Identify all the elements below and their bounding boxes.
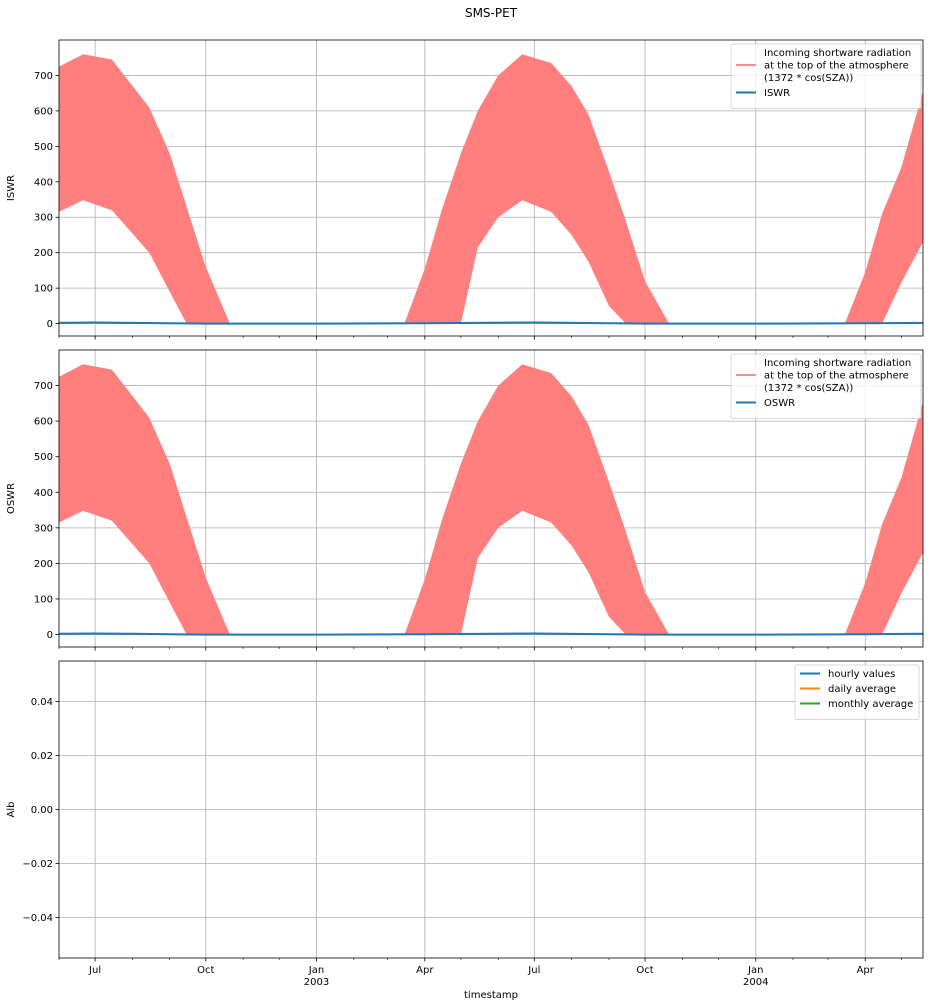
y-tick-label: 400 xyxy=(34,488,53,499)
y-axis-label: ISWR xyxy=(6,175,17,201)
x-axis-title: timestamp xyxy=(464,990,518,1001)
x-tick-label: Apr xyxy=(416,965,434,976)
x-tick-label: Jul xyxy=(88,965,101,976)
y-tick-label: 100 xyxy=(34,594,53,605)
legend-label: daily average xyxy=(828,684,896,695)
figure-title: SMS-PET xyxy=(465,6,518,20)
y-tick-label: 0.02 xyxy=(31,751,53,762)
y-tick-label: 300 xyxy=(34,523,53,534)
y-tick-label: 200 xyxy=(34,559,53,570)
toa-radiation-band xyxy=(59,364,923,635)
y-tick-label: 300 xyxy=(34,213,53,224)
y-tick-label: 0 xyxy=(47,630,53,641)
x-tick-label: Jul xyxy=(527,965,540,976)
legend-label: Incoming shortware radiation at the top o… xyxy=(764,48,911,84)
x-tick-label: Apr xyxy=(857,965,875,976)
panels: 0 100 200 300 400 500 600 700 ISWR Incoming short… xyxy=(6,39,924,988)
x-tick-year-label: 2003 xyxy=(304,977,329,988)
y-tick-label: 600 xyxy=(34,417,53,428)
y-tick-label: 700 xyxy=(34,381,53,392)
x-tick-label: Jan xyxy=(747,965,763,976)
legend-box xyxy=(730,43,922,109)
x-tick-label: Oct xyxy=(636,965,653,976)
y-tick-label: 700 xyxy=(34,71,53,82)
y-tick-label: 0.00 xyxy=(31,805,53,816)
y-tick-label: 100 xyxy=(34,284,53,295)
toa-radiation-band xyxy=(59,54,923,324)
legend-label: monthly average xyxy=(828,699,913,710)
legend: Incoming shortware radiation at the top o… xyxy=(730,43,922,109)
x-tick-year-label: 2004 xyxy=(743,977,768,988)
legend-label: Incoming shortware radiation at the top o… xyxy=(764,358,911,394)
legend-label: hourly values xyxy=(828,669,895,680)
panel-1: 0 100 200 300 400 500 600 700 ISWR Incoming short… xyxy=(6,39,924,340)
x-tick-label: Oct xyxy=(197,965,214,976)
y-tick-label: 0.04 xyxy=(31,697,53,708)
series-line-iswr xyxy=(59,321,923,325)
y-axis-label: OSWR xyxy=(6,483,17,514)
axes-frame xyxy=(58,349,924,648)
y-tick-label: 600 xyxy=(34,106,53,117)
series-line-oswr xyxy=(59,632,923,636)
legend-box xyxy=(794,664,920,720)
panel-2: 0 100 200 300 400 500 600 700 OSWR Incoming short… xyxy=(6,349,924,651)
y-tick-label: −0.02 xyxy=(22,859,53,870)
legend-label: ISWR xyxy=(764,88,790,99)
x-tick-label: Jan xyxy=(308,965,324,976)
y-tick-label: 500 xyxy=(34,142,53,153)
y-axis-label: Alb xyxy=(6,802,17,818)
gridlines xyxy=(59,661,923,958)
y-tick-label: 400 xyxy=(34,177,53,188)
legend: Incoming shortware radiation at the top o… xyxy=(730,353,922,419)
y-tick-label: 0 xyxy=(47,319,53,330)
y-tick-label: 500 xyxy=(34,452,53,463)
axes-frame xyxy=(58,39,924,337)
legend: hourly values daily average monthly averag… xyxy=(794,664,920,720)
y-tick-label: −0.04 xyxy=(22,913,53,924)
plot-area xyxy=(59,364,923,636)
legend-label: OSWR xyxy=(764,398,795,409)
y-tick-label: 200 xyxy=(34,248,53,259)
plot-area xyxy=(59,54,923,325)
legend-box xyxy=(730,353,922,419)
